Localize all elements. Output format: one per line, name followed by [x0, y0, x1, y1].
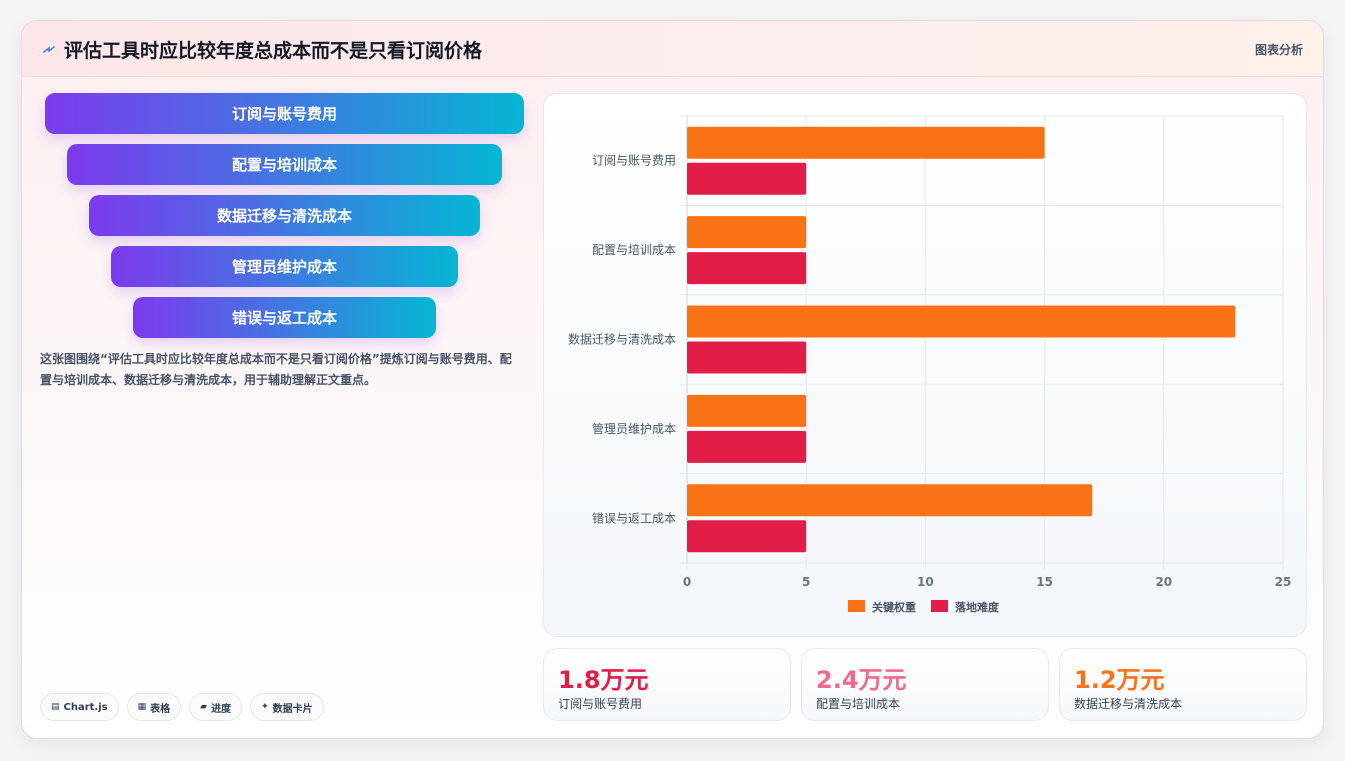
table-icon: ▦ [137, 702, 147, 712]
bar [687, 305, 1236, 338]
page-title: 评估工具时应比较年度总成本而不是只看订阅价格 [64, 40, 483, 62]
chip-label: 进度 [211, 703, 232, 715]
stat-label: 订阅与账号费用 [558, 697, 643, 711]
bar [687, 394, 807, 427]
stat-value: 2.4万元 [816, 666, 907, 694]
bar [687, 216, 807, 249]
x-tick-label: 25 [1275, 575, 1292, 589]
stat-value: 1.2万元 [1074, 666, 1165, 694]
bar [687, 341, 807, 374]
header-tag: 图表分析 [1254, 43, 1303, 57]
stat-value: 1.8万元 [558, 666, 649, 694]
legend-swatch [931, 600, 948, 612]
main-card: 评估工具时应比较年度总成本而不是只看订阅价格 图表分析 订阅与账号费用 配置与培… [21, 20, 1324, 739]
funnel-item: 配置与培训成本 [67, 144, 502, 185]
y-tick-label: 错误与返工成本 [592, 511, 676, 525]
bar [687, 252, 807, 285]
funnel-item: 管理员维护成本 [111, 246, 458, 287]
x-tick-label: 5 [802, 575, 810, 589]
stat-card: 1.2万元 数据迁移与清洗成本 [1059, 648, 1307, 721]
x-tick-label: 20 [1155, 575, 1172, 589]
y-tick-label: 数据迁移与清洗成本 [568, 332, 676, 347]
chip-table[interactable]: ▦ 表格 [126, 693, 182, 721]
bar-chart: 0 5 10 15 20 25 订阅与账号费用配置与培训成本数据迁移与清洗成本管理员维护成本… [568, 115, 1292, 614]
chip-label: 表格 [150, 703, 171, 715]
stat-card: 1.8万元 订阅与账号费用 [543, 648, 791, 721]
y-tick-label: 配置与培训成本 [592, 242, 676, 257]
stat-label: 配置与培训成本 [816, 697, 901, 711]
chip-chartjs[interactable]: ▤ Chart.js [40, 693, 119, 721]
stat-card: 2.4万元 配置与培训成本 [801, 648, 1049, 721]
bar [687, 484, 1093, 517]
legend-label: 落地难度 [955, 600, 1000, 614]
x-tick-label: 0 [683, 575, 691, 589]
chip-row: ▤ Chart.js ▦ 表格 ▰ 进度 ✦ 数据卡片 [40, 693, 324, 721]
bar [687, 520, 807, 553]
y-tick-label: 管理员维护成本 [592, 421, 676, 436]
funnel-item: 订阅与账号费用 [45, 93, 524, 134]
description: 这张图围绕“评估工具时应比较年度总成本而不是只看订阅价格”提炼订阅与账号费用、配… [40, 352, 512, 387]
bar [687, 162, 807, 195]
chip-label: 数据卡片 [272, 703, 313, 715]
legend-label: 关键权重 [872, 600, 916, 614]
funnel-item: 数据迁移与清洗成本 [89, 195, 480, 236]
chip-progress[interactable]: ▰ 进度 [189, 693, 243, 721]
chart-icon: ▤ [51, 702, 60, 712]
chip-label: Chart.js [63, 701, 108, 713]
lightning-icon [43, 46, 55, 53]
progress-icon: ▰ [200, 702, 208, 712]
x-tick-label: 10 [917, 575, 934, 589]
y-tick-label: 订阅与账号费用 [592, 154, 676, 168]
sparkle-icon: ✦ [261, 702, 269, 712]
bar [687, 126, 1045, 159]
funnel-item: 错误与返工成本 [133, 297, 436, 338]
legend-swatch [848, 600, 865, 612]
chart-panel: 0 5 10 15 20 25 订阅与账号费用 配置与培训成本数据迁移与清洗成本管理员维护成本… [543, 93, 1307, 637]
chip-data-card[interactable]: ✦ 数据卡片 [250, 693, 324, 721]
x-tick-label: 15 [1036, 575, 1053, 589]
stat-label: 数据迁移与清洗成本 [1074, 697, 1183, 711]
bar [687, 430, 807, 463]
header: 评估工具时应比较年度总成本而不是只看订阅价格 图表分析 [22, 21, 1323, 77]
